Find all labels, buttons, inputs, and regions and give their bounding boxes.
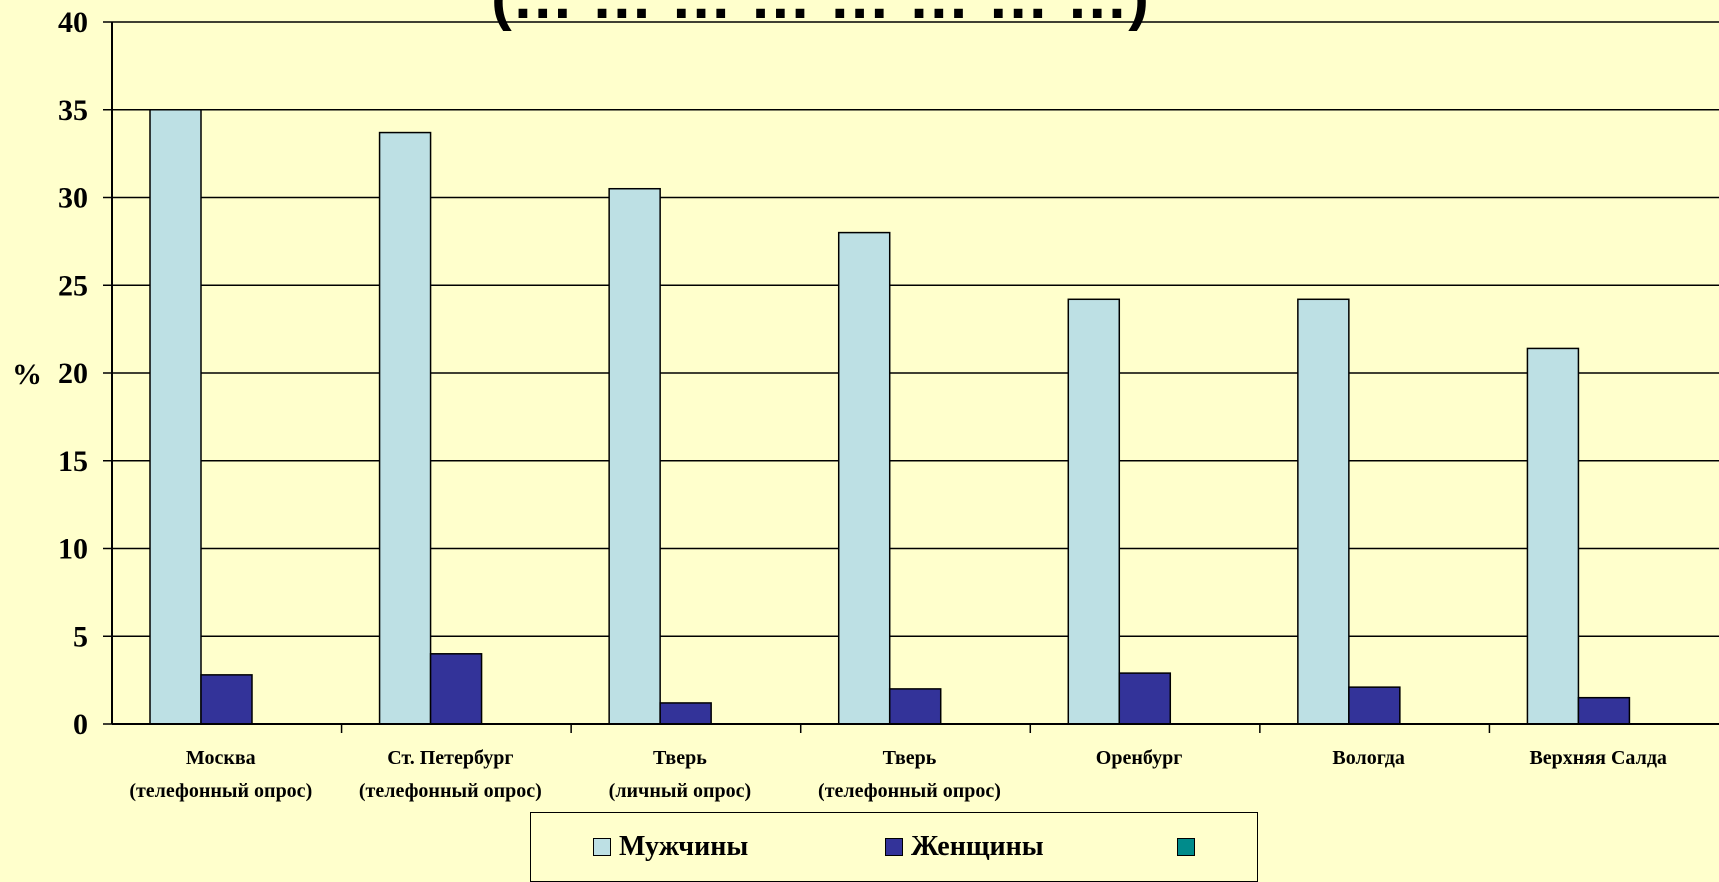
bar-women — [1577, 696, 1631, 725]
x-tick-label-sub: (личный опрос) — [609, 780, 752, 802]
x-tick-label: Тверь — [653, 747, 707, 769]
chart-title: (… … … … … … … …) — [491, 0, 1149, 32]
bar-men — [608, 187, 661, 725]
y-tick-label: 5 — [73, 620, 88, 653]
y-tick-label: 20 — [58, 357, 88, 390]
x-tick-label-sub: (телефонный опрос) — [129, 780, 312, 802]
y-tick-label: 40 — [58, 6, 88, 39]
bar-men — [1067, 298, 1121, 725]
y-tick-label: 30 — [58, 182, 88, 215]
bar-men — [378, 131, 432, 725]
legend-item-third — [1177, 831, 1203, 863]
axes — [103, 21, 1719, 733]
legend: Мужчины Женщины — [530, 812, 1258, 882]
x-tick-label: Ст. Петербург — [387, 747, 513, 769]
legend-item-women: Женщины — [885, 831, 1044, 863]
bar-women — [1118, 672, 1172, 725]
y-tick-label: 0 — [73, 708, 88, 741]
x-tick-label: Оренбург — [1096, 747, 1183, 769]
legend-swatch-men — [593, 838, 611, 856]
x-tick-label-sub: (телефонный опрос) — [359, 780, 542, 802]
y-tick-label: 25 — [58, 269, 88, 302]
x-tick-labels: Москва (телефонный опрос) Ст. Петербург (те… — [129, 747, 1667, 802]
y-tick-labels: 0 5 10 15 20 25 30 35 40 — [58, 6, 88, 741]
bar-men — [837, 231, 891, 725]
bar-women — [888, 688, 942, 725]
y-tick-label: 10 — [58, 533, 88, 566]
bar-women — [200, 674, 253, 725]
x-tick-label-sub: (телефонный опрос) — [818, 780, 1001, 802]
x-tick-label: Москва — [186, 747, 256, 769]
bar-men — [149, 109, 202, 725]
y-axis-label: % — [12, 358, 42, 391]
gridlines — [112, 21, 1719, 637]
legend-label-men: Мужчины — [619, 831, 749, 862]
legend-swatch-third — [1177, 838, 1195, 856]
bars — [149, 109, 1631, 725]
bar-women — [1348, 686, 1401, 725]
x-tick-label: Верхняя Салда — [1529, 747, 1666, 769]
x-tick-label: Тверь — [883, 747, 937, 769]
bar-women — [659, 702, 712, 725]
legend-swatch-women — [885, 838, 903, 856]
bar-men — [1526, 347, 1580, 725]
legend-label-women: Женщины — [911, 831, 1044, 862]
y-tick-label: 35 — [58, 94, 88, 127]
y-tick-label: 15 — [58, 445, 88, 478]
legend-item-men: Мужчины — [593, 831, 748, 863]
bar-men — [1297, 298, 1350, 725]
x-tick-label: Вологда — [1332, 747, 1405, 769]
bar-women — [429, 653, 483, 725]
